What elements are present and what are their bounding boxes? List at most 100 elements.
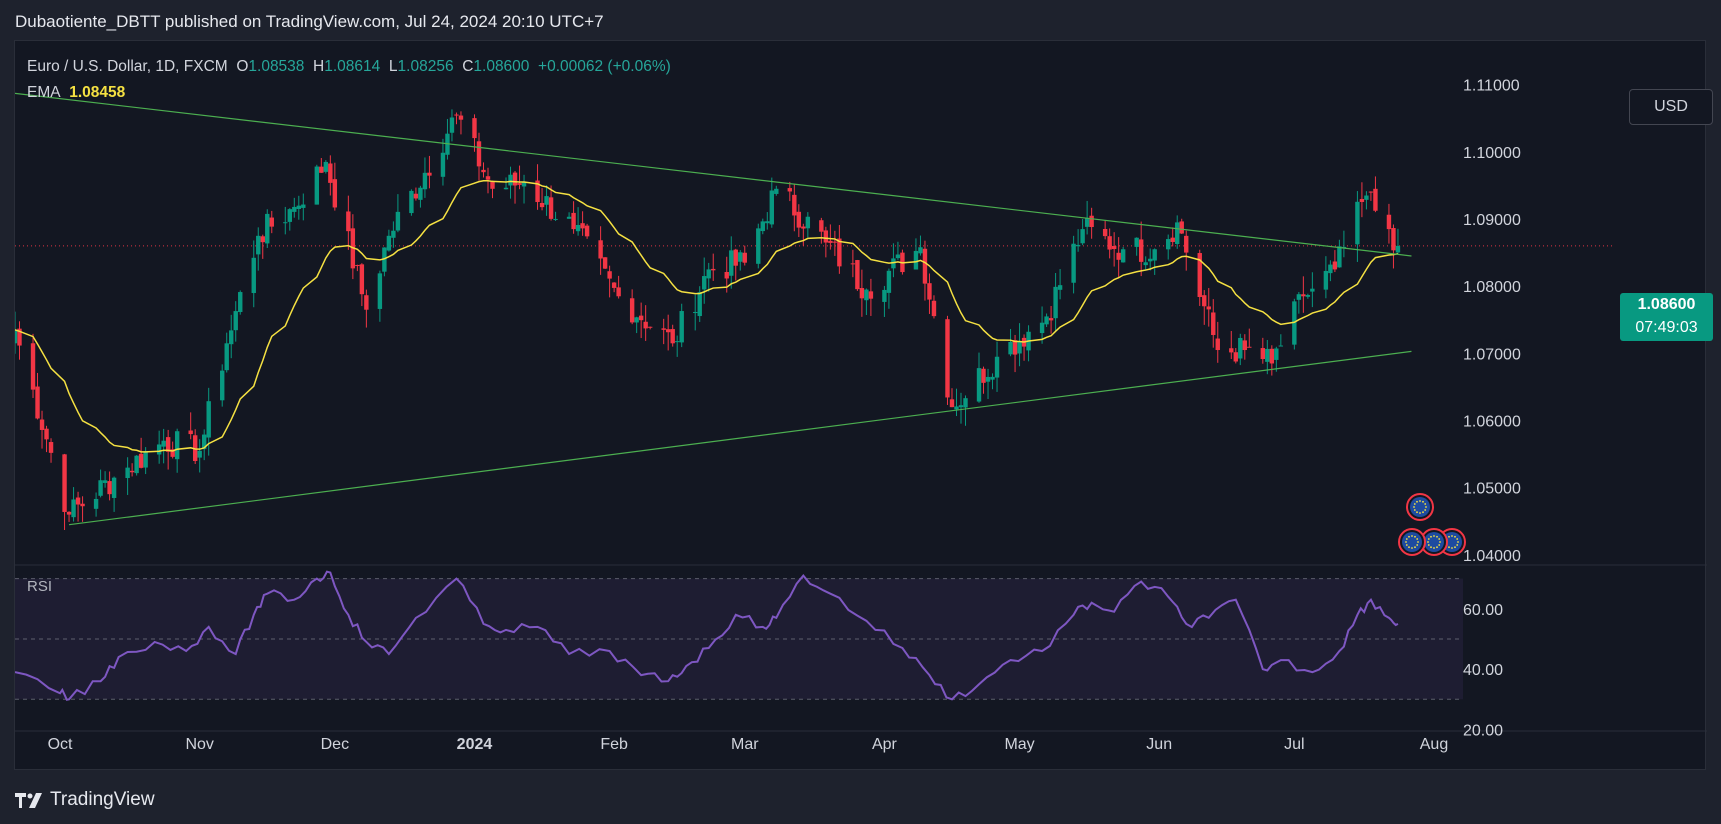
candle-body — [990, 376, 995, 380]
candle-body — [724, 271, 729, 279]
candle-body — [224, 343, 229, 371]
symbol-name[interactable]: Euro / U.S. Dollar, 1D, FXCM — [27, 58, 228, 75]
candle-body — [485, 176, 491, 180]
candle-body — [1269, 348, 1275, 364]
candle-body — [229, 330, 234, 345]
candle-body — [918, 247, 923, 254]
candle-body — [490, 181, 495, 189]
currency-button[interactable]: USD — [1629, 89, 1713, 125]
candle-body — [418, 187, 423, 200]
open-label: O — [236, 58, 249, 75]
candle-body — [206, 401, 211, 438]
eu-star — [1427, 544, 1430, 546]
eu-star — [1427, 538, 1430, 540]
eu-star — [1427, 541, 1429, 543]
candle-body — [346, 211, 351, 232]
candle-body — [107, 481, 112, 495]
candle-body — [850, 263, 856, 265]
eu-star — [1438, 538, 1441, 540]
event-markers — [1398, 493, 1466, 556]
eu-star — [1422, 511, 1424, 514]
candle-body — [1310, 288, 1315, 292]
candle-body — [1071, 243, 1076, 283]
eu-star — [1408, 535, 1410, 538]
chart-area[interactable]: 1.11000 1.10000 1.09000 1.08000 1.07000 1.060… — [14, 40, 1713, 771]
candle-body — [71, 499, 76, 518]
candle-body — [1265, 348, 1270, 362]
candle-body — [864, 289, 869, 301]
candle-body — [611, 282, 617, 288]
eu-star — [1430, 535, 1432, 538]
candle-body — [819, 220, 824, 232]
candle-body — [602, 257, 608, 269]
candle-body — [580, 223, 585, 229]
descending-trendline — [15, 92, 1412, 257]
candle-body — [332, 179, 338, 208]
price-tick-label: 1.10000 — [1463, 145, 1521, 162]
price-tick-label: 1.07000 — [1463, 346, 1521, 363]
ema-row[interactable]: EMA 1.08458 — [27, 80, 671, 106]
candle-body — [1080, 229, 1085, 244]
candle-body — [949, 399, 955, 408]
time-tick-label: Apr — [872, 736, 898, 753]
eu-star — [1448, 546, 1450, 549]
eu-star — [1422, 500, 1424, 503]
candle-body — [301, 204, 306, 208]
candle-body — [377, 273, 383, 309]
candle-body — [1084, 218, 1090, 227]
candle-body — [48, 442, 54, 453]
candle-body — [30, 343, 36, 390]
eu-star — [1413, 509, 1416, 511]
last-price-tag: 1.08600 07:49:03 — [1620, 293, 1713, 341]
candle-body — [1152, 249, 1157, 261]
candle-body — [1147, 258, 1153, 262]
candle-body — [35, 386, 40, 419]
candle-body — [1337, 246, 1342, 268]
brand-name: TradingView — [50, 789, 155, 810]
candle-body — [769, 190, 774, 225]
candle-body — [251, 257, 256, 294]
eu-star — [1405, 544, 1408, 546]
candle-body — [192, 435, 198, 461]
candle-body — [1170, 237, 1175, 242]
candle-body — [391, 230, 396, 238]
eu-star — [1408, 546, 1410, 549]
candle-body — [1206, 306, 1211, 310]
time-tick-label: Jun — [1146, 736, 1172, 753]
candle-body — [584, 225, 590, 237]
price-tick-label: 1.11000 — [1463, 78, 1520, 95]
candle-body — [1111, 245, 1117, 250]
candle-body — [319, 166, 324, 173]
candle-body — [981, 368, 986, 383]
eu-star — [1405, 538, 1408, 540]
candle-body — [1089, 215, 1094, 228]
eu-star — [1436, 535, 1438, 538]
candle-body — [1211, 312, 1216, 335]
eu-star — [1405, 541, 1407, 543]
candle-body — [508, 174, 513, 186]
rsi-tick-label: 60.00 — [1463, 602, 1503, 619]
candle-body — [886, 270, 892, 293]
rsi-label[interactable]: RSI — [27, 578, 53, 595]
candle-body — [607, 271, 612, 279]
candle-body — [314, 166, 320, 205]
candle-body — [544, 196, 549, 205]
candle-body — [868, 291, 874, 299]
candle-body — [287, 209, 292, 222]
candle-body — [616, 287, 621, 297]
candle-body — [1391, 228, 1396, 251]
candle-body — [449, 117, 455, 133]
candle-body — [1039, 322, 1045, 334]
chart-canvas[interactable]: 1.11000 1.10000 1.09000 1.08000 1.07000 1.060… — [15, 41, 1707, 771]
candle-body — [323, 161, 329, 172]
candle-body — [598, 240, 603, 259]
candle-body — [472, 118, 477, 139]
eu-star — [1414, 546, 1416, 549]
candle-body — [1242, 340, 1247, 351]
candle-body — [837, 238, 842, 267]
candle-body — [828, 240, 833, 243]
price-axis: 1.11000 1.10000 1.09000 1.08000 1.07000 1.060… — [1463, 78, 1521, 565]
candle-body — [102, 480, 108, 483]
footer-brand[interactable]: TradingView — [14, 786, 155, 814]
candle-body — [454, 114, 459, 116]
